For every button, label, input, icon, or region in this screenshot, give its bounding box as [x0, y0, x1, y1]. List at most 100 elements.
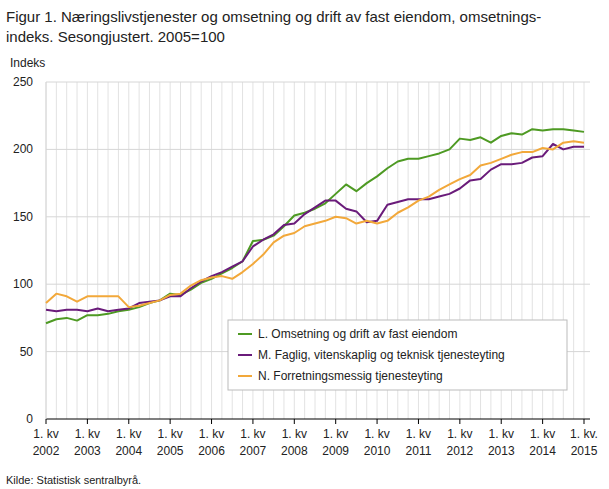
grid-line-x: [201, 82, 202, 419]
x-tick-line: 1. kv: [323, 427, 348, 441]
x-tick-line: 2005: [157, 444, 184, 458]
title-line: Figur 1. Næringslivstjenester og omsetni…: [6, 8, 541, 25]
x-tick: [46, 419, 47, 424]
x-tick-label: 1. kv 2014: [529, 427, 556, 458]
x-tick-line: 2013: [488, 444, 515, 458]
grid-line-y: [46, 82, 590, 83]
x-tick: [418, 419, 419, 424]
x-tick-line: 2014: [529, 444, 556, 458]
grid-line-x: [149, 82, 150, 419]
x-tick-line: 2015: [571, 444, 598, 458]
grid-line-x: [87, 82, 88, 419]
title-line: indeks. Sesongjustert. 2005=100: [6, 28, 225, 45]
x-tick-line: 2002: [33, 444, 60, 458]
x-tick: [170, 419, 171, 424]
x-tick-line: 2007: [240, 444, 267, 458]
grid-line-x: [180, 82, 181, 419]
x-tick-line: 1. kv: [116, 427, 141, 441]
x-tick-line: 1. kv: [33, 427, 58, 441]
series-lines: [46, 129, 584, 323]
grid-line-x: [190, 82, 191, 419]
x-tick-line: 1. kv: [364, 427, 389, 441]
x-tick-line: 2008: [281, 444, 308, 458]
grid-line-x: [211, 82, 212, 419]
grid-line-x: [66, 82, 67, 419]
x-tick-label: 1. kv. 2015: [570, 427, 598, 458]
grid-line-x: [77, 82, 78, 419]
x-tick-line: 1. kv: [489, 427, 514, 441]
x-tick: [294, 419, 295, 424]
x-tick-line: 1. kv: [406, 427, 431, 441]
legend-swatch: [238, 354, 252, 356]
x-tick: [128, 419, 129, 424]
x-axis: [46, 419, 590, 420]
y-label: Indeks: [10, 56, 45, 70]
x-tick-line: 2006: [198, 444, 225, 458]
x-tick-line: 1. kv: [199, 427, 224, 441]
x-tick: [377, 419, 378, 424]
legend-swatch: [238, 333, 252, 335]
title: Figur 1. Næringslivstjenester og omsetni…: [6, 8, 541, 45]
grid-line-x: [56, 82, 57, 419]
x-tick: [459, 419, 460, 424]
series-line: [46, 141, 584, 307]
x-tick-label: 1. kv 2006: [198, 427, 225, 458]
grid-line-x: [573, 82, 574, 419]
x-tick-line: 1. kv: [157, 427, 182, 441]
grid-line-x: [128, 82, 129, 419]
x-tick-line: 1. kv: [282, 427, 307, 441]
x-tick-line: 1. kv: [447, 427, 472, 441]
legend-label: L. Omsetning og drift av fast eiendom: [258, 327, 457, 341]
x-tick-line: 2003: [74, 444, 101, 458]
x-tick-line: 1. kv: [75, 427, 100, 441]
x-tick-label: 1. kv 2008: [281, 427, 308, 458]
legend-label: M. Faglig, vitenskaplig og teknisk tjene…: [258, 348, 505, 362]
grid-line-x: [108, 82, 109, 419]
x-tick: [335, 419, 336, 424]
y-tick-label: 100: [13, 277, 33, 291]
x-tick-label: 1. kv 2013: [488, 427, 515, 458]
x-tick-line: 1. kv: [530, 427, 555, 441]
grid-line-x: [46, 82, 47, 419]
x-tick-label: 1. kv 2010: [364, 427, 391, 458]
grid-line-x: [97, 82, 98, 419]
x-tick: [252, 419, 253, 424]
x-tick-line: 2011: [406, 444, 432, 458]
y-tick-label: 250: [13, 75, 33, 89]
x-tick-label: 1. kv 2012: [446, 427, 473, 458]
x-tick-label: 1. kv 2007: [240, 427, 267, 458]
grid-line-y: [46, 284, 590, 285]
series-line: [46, 129, 584, 323]
series-line: [46, 144, 584, 311]
chart: Figur 1. Næringslivstjenester og omsetni…: [0, 0, 609, 489]
grid-line-x: [118, 82, 119, 419]
x-tick: [584, 419, 585, 424]
x-tick-line: 2012: [446, 444, 473, 458]
x-tick-label: 1. kv 2002: [33, 427, 60, 458]
x-tick: [87, 419, 88, 424]
grid-line-x: [170, 82, 171, 419]
x-tick: [211, 419, 212, 424]
x-tick-line: 1. kv.: [570, 427, 598, 441]
legend-swatch: [238, 375, 252, 377]
x-tick: [501, 419, 502, 424]
y-tick-label: 0: [26, 412, 33, 426]
grid-line-x: [159, 82, 160, 419]
source: Kilde: Statistisk sentralbyrå.: [6, 474, 141, 486]
grid-line-y: [46, 149, 590, 150]
y-axis: [46, 82, 47, 419]
y-tick-label: 50: [20, 345, 34, 359]
grid-line-x: [139, 82, 140, 419]
grid: [46, 82, 590, 419]
legend-box: [228, 320, 567, 390]
y-tick-label: 200: [13, 142, 33, 156]
y-tick-label: 150: [13, 210, 33, 224]
x-tick-line: 2010: [364, 444, 391, 458]
legend-label: N. Forretningsmessig tjenesteyting: [258, 369, 443, 383]
x-tick-label: 1. kv2009: [322, 427, 349, 458]
x-tick-label: 1. kv 2011: [406, 427, 432, 458]
x-tick-line: 1. kv: [240, 427, 265, 441]
grid-line-y: [46, 216, 590, 217]
x-tick-line: 2004: [115, 444, 142, 458]
x-tick: [542, 419, 543, 424]
